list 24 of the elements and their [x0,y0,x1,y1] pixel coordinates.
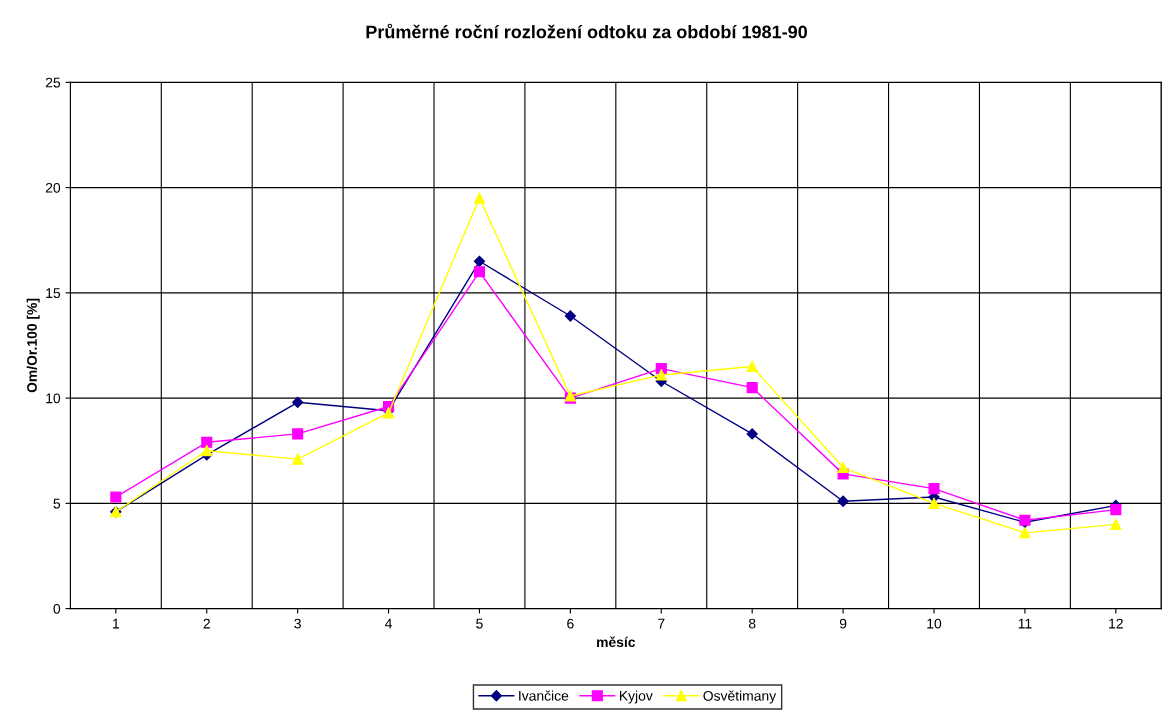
y-tick-label: 0 [53,603,61,614]
x-tick-label: 12 [1109,618,1123,629]
x-tick-label: 5 [476,618,483,629]
y-axis-title: Om/Or.100 [%] [26,298,40,393]
y-tick-label: 5 [53,498,61,509]
y-tick-label: 10 [46,393,61,404]
chart-title: Průměrné roční rozložení odtoku za období 1981-90 [366,23,807,39]
x-axis-title: měsíc [597,636,636,648]
x-tick-label: 1 [113,618,120,629]
x-tick-label: 11 [1018,618,1032,629]
legend-label: Ivančice [519,690,569,701]
x-tick-label: 7 [658,618,665,629]
legend-label: Kyjov [619,690,653,704]
y-tick-label: 25 [45,77,61,88]
legend-label: Osvětimany [703,690,777,704]
x-tick-label: 4 [385,618,393,629]
y-tick-label: 20 [45,182,61,193]
x-tick-label: 10 [927,618,942,629]
y-tick-label: 15 [46,288,61,299]
x-tick-label: 9 [839,618,847,629]
x-tick-label: 2 [203,618,210,629]
x-tick-label: 6 [567,618,574,629]
x-tick-label: 3 [294,618,301,629]
x-tick-label: 8 [748,618,756,629]
